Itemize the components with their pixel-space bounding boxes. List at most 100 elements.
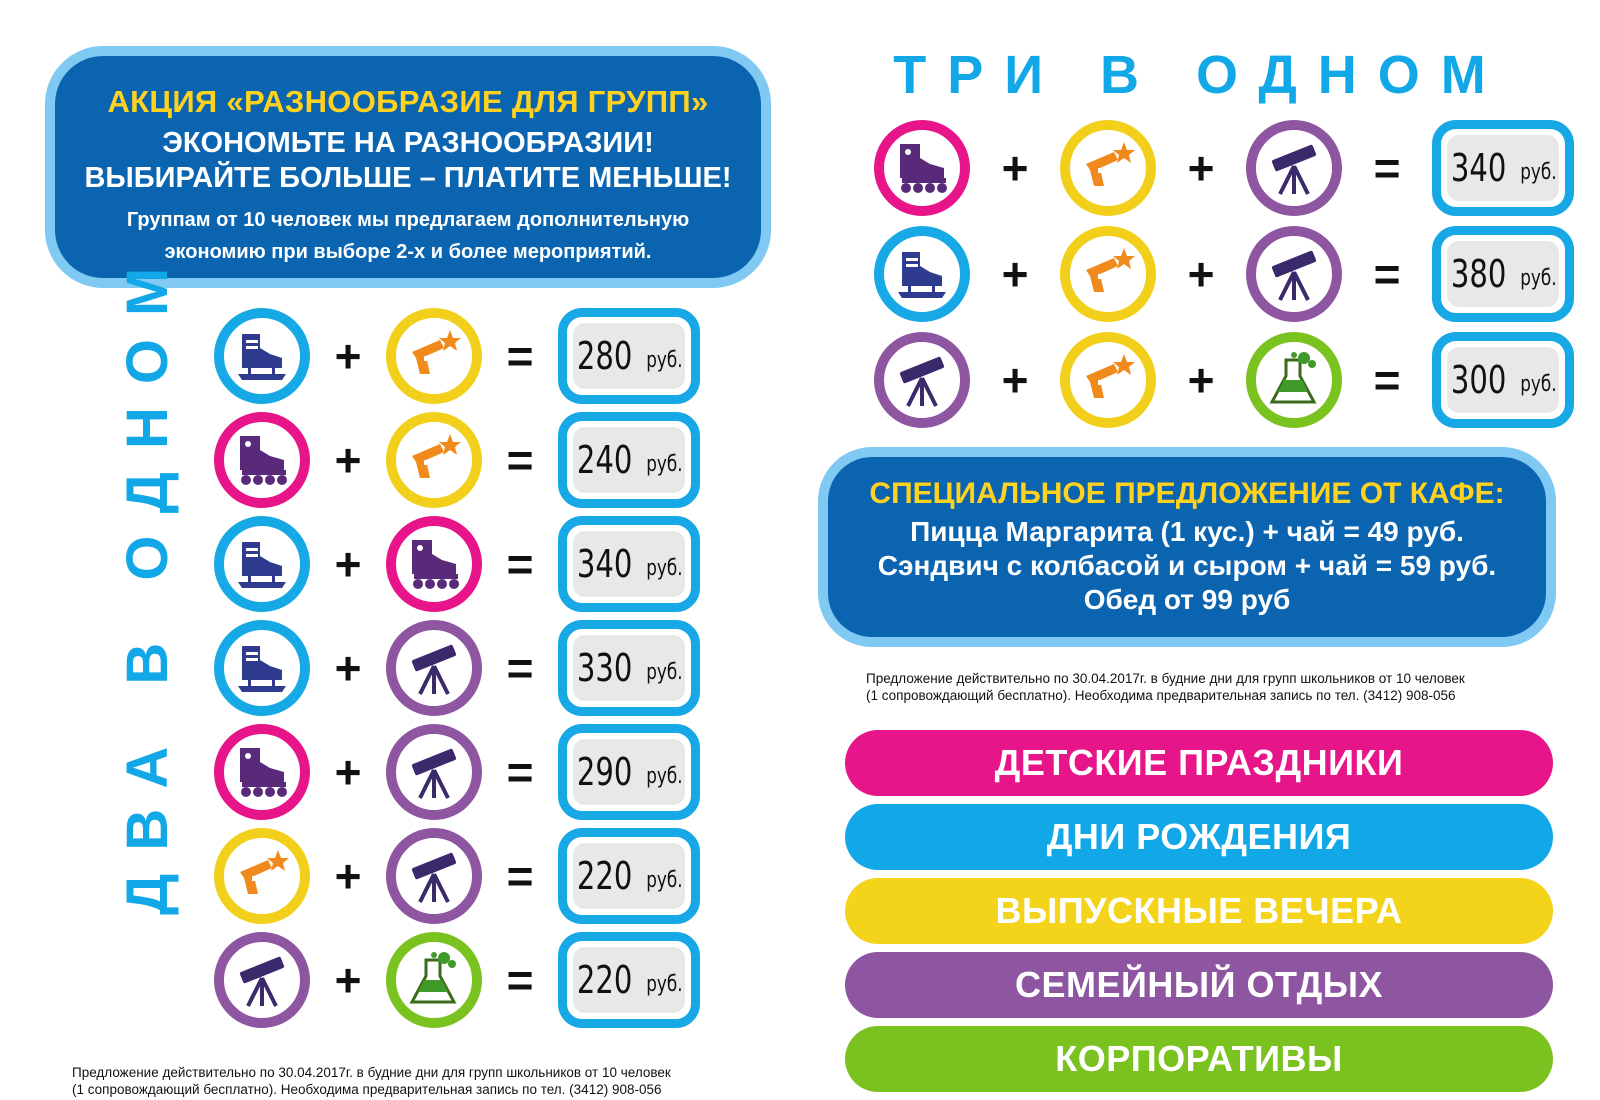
price-value: 330 [576,646,633,690]
plus-sign: + [1187,248,1215,300]
price-unit: руб. [1520,371,1557,397]
price-unit: руб. [646,867,683,893]
laser-icon [1060,120,1156,216]
equals-sign: = [506,538,534,590]
price-inner: 220 руб. [573,843,685,909]
price-box: 220 руб. [558,932,700,1028]
right-offer-note: Предложение действительно по 30.04.2017г… [866,670,1566,704]
price-value: 240 [576,438,633,482]
cafe-offer-box: СПЕЦИАЛЬНОЕ ПРЕДЛОЖЕНИЕ ОТ КАФЕ: Пицца М… [818,447,1556,647]
left-note-line1: Предложение действительно по 30.04.2017г… [72,1065,671,1080]
price-unit: руб. [646,555,683,581]
roller-icon [214,412,310,508]
left-offer-note: Предложение действительно по 30.04.2017г… [72,1064,772,1098]
plus-sign: + [334,434,362,486]
three-in-one-title: ТРИ В ОДНОМ [893,45,1507,105]
two-in-one-title: ДВА В ОДНОМ [115,244,180,915]
telescope-icon [386,620,482,716]
telescope-icon [1246,226,1342,322]
skate-icon [214,516,310,612]
equals-sign: = [506,434,534,486]
equals-sign: = [506,746,534,798]
equals-sign: = [506,850,534,902]
price-inner: 330 руб. [573,635,685,701]
promo-text-line2: экономию при выборе 2-х и более мероприя… [164,241,652,263]
combo-row: + + = 300 руб. [874,332,1574,432]
plus-sign: + [334,642,362,694]
price-value: 220 [576,854,633,898]
price-unit: руб. [646,971,683,997]
equals-sign: = [506,642,534,694]
roller-icon [386,516,482,612]
equals-sign: = [1373,142,1401,194]
price-unit: руб. [646,659,683,685]
price-value: 290 [576,750,633,794]
price-inner: 240 руб. [573,427,685,493]
price-inner: 220 руб. [573,947,685,1013]
price-box: 330 руб. [558,620,700,716]
price-inner: 380 руб. [1447,241,1559,307]
plus-sign: + [334,954,362,1006]
price-box: 300 руб. [1432,332,1574,428]
laser-icon [214,828,310,924]
equals-sign: = [1373,248,1401,300]
combo-row: + + = 340 руб. [874,120,1574,220]
price-unit: руб. [646,763,683,789]
telescope-icon [386,828,482,924]
left-note-line2: (1 сопровождающий бесплатно). Необходима… [72,1082,662,1097]
price-box: 240 руб. [558,412,700,508]
price-value: 280 [576,334,633,378]
plus-sign: + [334,746,362,798]
price-inner: 340 руб. [573,531,685,597]
telescope-icon [1246,120,1342,216]
combo-row: + = 240 руб. [214,412,700,512]
telescope-icon [386,724,482,820]
chemistry-icon [1246,332,1342,428]
price-box: 220 руб. [558,828,700,924]
promo-text: Группам от 10 человек мы предлагаем допо… [55,204,761,268]
event-band: ВЫПУСКНЫЕ ВЕЧЕРА [845,878,1553,944]
laser-icon [1060,332,1156,428]
skate-icon [214,308,310,404]
price-unit: руб. [646,451,683,477]
cafe-line-sandwich: Сэндвич с колбасой и сыром + чай = 59 ру… [877,550,1497,581]
price-unit: руб. [646,347,683,373]
skate-icon [214,620,310,716]
roller-icon [214,724,310,820]
combo-row: + = 220 руб. [214,932,700,1032]
laser-icon [386,412,482,508]
combo-row: + = 290 руб. [214,724,700,824]
equals-sign: = [506,330,534,382]
price-inner: 340 руб. [1447,135,1559,201]
promo-box: АКЦИЯ «РАЗНООБРАЗИЕ ДЛЯ ГРУПП» ЭКОНОМЬТЕ… [45,46,771,288]
combo-row: + = 330 руб. [214,620,700,720]
equals-sign: = [506,954,534,1006]
laser-icon [386,308,482,404]
event-band: КОРПОРАТИВЫ [845,1026,1553,1092]
right-note-line1: Предложение действительно по 30.04.2017г… [866,671,1465,686]
plus-sign: + [334,850,362,902]
event-band: ДЕТСКИЕ ПРАЗДНИКИ [845,730,1553,796]
cafe-line-pizza: Пицца Маргарита (1 кус.) + чай = 49 руб. [910,516,1464,547]
roller-icon [874,120,970,216]
price-value: 340 [1450,146,1507,190]
price-value: 340 [576,542,633,586]
price-inner: 300 руб. [1447,347,1559,413]
plus-sign: + [1187,354,1215,406]
combo-row: + = 280 руб. [214,308,700,408]
chemistry-icon [386,932,482,1028]
price-box: 380 руб. [1432,226,1574,322]
event-band: ДНИ РОЖДЕНИЯ [845,804,1553,870]
plus-sign: + [334,538,362,590]
cafe-line-lunch: Обед от 99 руб [1083,584,1291,615]
price-unit: руб. [1520,265,1557,291]
plus-sign: + [334,330,362,382]
promo-subtitle-line1: ЭКОНОМЬТЕ НА РАЗНООБРАЗИИ! [162,127,654,159]
combo-row: + = 340 руб. [214,516,700,616]
plus-sign: + [1001,248,1029,300]
event-band: СЕМЕЙНЫЙ ОТДЫХ [845,952,1553,1018]
telescope-icon [874,332,970,428]
plus-sign: + [1001,142,1029,194]
price-value: 220 [576,958,633,1002]
price-box: 290 руб. [558,724,700,820]
